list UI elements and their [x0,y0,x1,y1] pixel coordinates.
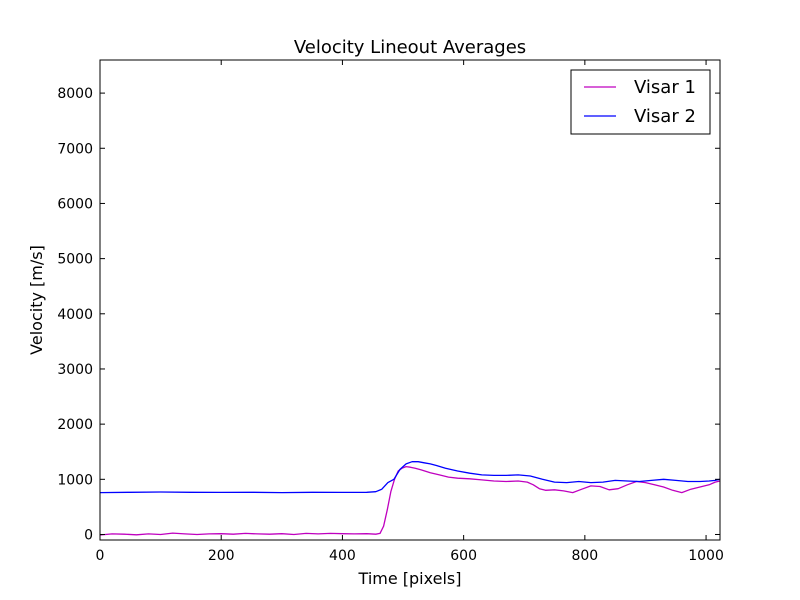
plot-frame [99,59,721,541]
series-line-2 [99,461,721,494]
series-line-1 [99,465,721,536]
x-tick-label: 400 [329,548,356,564]
x-tick-label: 0 [96,548,105,564]
x-axis-label: Time [pixels] [358,569,462,588]
x-tick-label: 600 [450,548,477,564]
x-tick-label: 800 [571,548,598,564]
y-tick-label: 5000 [57,252,93,268]
x-tick-label: 1000 [688,548,724,564]
legend-label-2: Visar 2 [634,106,696,127]
legend-label-1: Visar 1 [634,77,696,98]
legend-box [570,69,711,135]
chart-title: Velocity Lineout Averages [294,37,526,58]
y-tick-label: 7000 [57,141,93,157]
y-tick-label: 6000 [57,196,93,212]
plot-area [99,461,721,536]
x-tick-label: 200 [208,548,235,564]
y-tick-label: 2000 [57,417,93,433]
y-tick-label: 4000 [57,307,93,323]
y-tick-label: 8000 [57,86,93,102]
legend: Visar 1 Visar 2 [570,69,711,135]
y-tick-label: 1000 [57,472,93,488]
y-axis-label: Velocity [m/s] [27,245,46,355]
y-tick-label: 0 [84,527,93,543]
axes: 0 200 400 600 800 1000 0 1000 2000 3000 4000 5000 60… [57,59,724,564]
y-tick-label: 3000 [57,362,93,378]
